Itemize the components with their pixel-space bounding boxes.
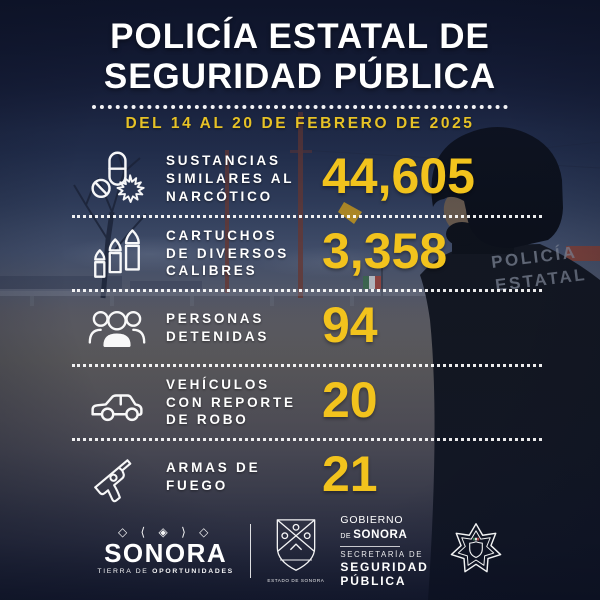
stat-label: SUSTANCIAS SIMILARES AL NARCÓTICO xyxy=(166,153,295,204)
people-icon xyxy=(84,305,150,351)
stat-value: 20 xyxy=(322,371,378,428)
stat-row-narcotics: SUSTANCIAS SIMILARES AL NARCÓTICO 44,605 xyxy=(0,146,600,212)
secretariat-label-1: SECRETARÍA DE xyxy=(340,550,424,560)
sonora-wordmark: SONORA xyxy=(104,538,228,569)
date-range: DEL 14 AL 20 DE FEBRERO DE 2025 xyxy=(125,115,475,133)
stat-row-firearms: ARMAS DE FUEGO 21 xyxy=(0,444,600,510)
dotted-separator xyxy=(72,363,542,367)
stat-label: VEHÍCULOS CON REPORTE DE ROBO xyxy=(166,376,296,428)
narcotics-icon xyxy=(84,149,150,209)
government-wordmark: GOBIERNO DE SONORA SECRETARÍA DE SEGURID… xyxy=(340,515,428,587)
dotted-separator xyxy=(72,289,542,293)
footer: ◇ ⟨ ◈ ⟩ ◇ SONORA TIERRA DE OPORTUNIDADES… xyxy=(0,506,600,600)
title-dotted-divider xyxy=(92,105,508,110)
sonora-logo: ◇ ⟨ ◈ ⟩ ◇ SONORA TIERRA DE OPORTUNIDADES xyxy=(97,526,234,576)
footer-divider xyxy=(249,524,252,578)
stat-label: ARMAS DE FUEGO xyxy=(166,460,261,493)
bullets-icon xyxy=(84,225,150,283)
stat-value: 94 xyxy=(322,297,378,353)
stat-label: CARTUCHOS DE DIVERSOS CALIBRES xyxy=(166,227,290,279)
stat-row-cartridges: CARTUCHOS DE DIVERSOS CALIBRES 3,358 xyxy=(0,221,600,287)
dotted-separator xyxy=(72,438,542,442)
de-sonora-label: DE SONORA xyxy=(340,529,408,542)
secretariat-label-2: SEGURIDAD xyxy=(340,560,429,575)
dotted-separator xyxy=(72,214,542,218)
secretariat-label-3: PÚBLICA xyxy=(340,574,407,589)
government-rule xyxy=(340,546,401,548)
car-icon xyxy=(84,380,150,426)
title-line-1: POLICÍA ESTATAL DE xyxy=(110,17,490,56)
police-star-badge-icon xyxy=(445,518,503,585)
stat-label: PERSONAS DETENIDAS xyxy=(166,311,270,344)
sonora-coat-of-arms-icon: ESTADO DE SONORA xyxy=(267,518,324,584)
sonora-tagline: TIERRA DE OPORTUNIDADES xyxy=(97,568,234,576)
stat-value: 21 xyxy=(322,446,378,502)
stat-row-stolen-vehicles: VEHÍCULOS CON REPORTE DE ROBO 20 xyxy=(0,370,600,436)
revolver-icon xyxy=(84,449,150,505)
stat-value: 44,605 xyxy=(322,148,475,204)
page-title: POLICÍA ESTATAL DE SEGURIDAD PÚBLICA xyxy=(0,17,600,96)
gobierno-label: GOBIERNO xyxy=(340,513,404,526)
stat-value: 3,358 xyxy=(322,222,448,279)
badge-flag xyxy=(472,537,479,540)
sonora-diamonds-icon: ◇ ⟨ ◈ ⟩ ◇ xyxy=(117,525,214,540)
stat-row-detainees: PERSONAS DETENIDAS 94 xyxy=(0,295,600,361)
shield-caption: ESTADO DE SONORA xyxy=(267,578,325,584)
title-line-2: SEGURIDAD PÚBLICA xyxy=(103,56,497,96)
header: POLICÍA ESTATAL DE SEGURIDAD PÚBLICA DEL… xyxy=(0,0,600,133)
stats-list: SUSTANCIAS SIMILARES AL NARCÓTICO 44,605… xyxy=(0,146,600,510)
